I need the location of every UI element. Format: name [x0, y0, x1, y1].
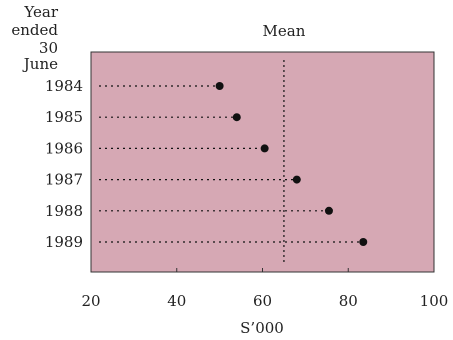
x-axis-title: S’000 [240, 319, 284, 337]
y-category-label: 1984 [45, 77, 83, 95]
y-axis-title-line-3: 30 June [23, 39, 58, 73]
plot-area [90, 51, 435, 273]
x-tick-label: 40 [167, 292, 186, 310]
data-point [292, 175, 301, 184]
y-category-label: 1986 [45, 139, 83, 157]
data-point [215, 82, 224, 90]
x-tick-label: 100 [420, 292, 449, 310]
x-tick-label: 80 [339, 292, 358, 310]
data-point [324, 206, 333, 215]
data-point [359, 238, 368, 246]
data-point [260, 144, 269, 153]
x-tick-label: 60 [253, 292, 272, 310]
data-rows: 1984 1985 1986 1987 1988 1989 [45, 77, 368, 251]
mean-label: Mean [263, 22, 306, 40]
y-axis-title-line-1: Year [24, 3, 58, 21]
y-category-label: 1987 [45, 171, 83, 189]
y-category-label: 1988 [45, 202, 83, 220]
x-axis-ticks: 20 40 60 80 100 [81, 268, 448, 310]
x-tick-label: 20 [81, 292, 100, 310]
y-category-label: 1985 [45, 108, 83, 126]
y-axis-title-line-2: ended [11, 21, 58, 39]
y-category-label: 1989 [45, 233, 83, 251]
data-point [232, 113, 241, 122]
